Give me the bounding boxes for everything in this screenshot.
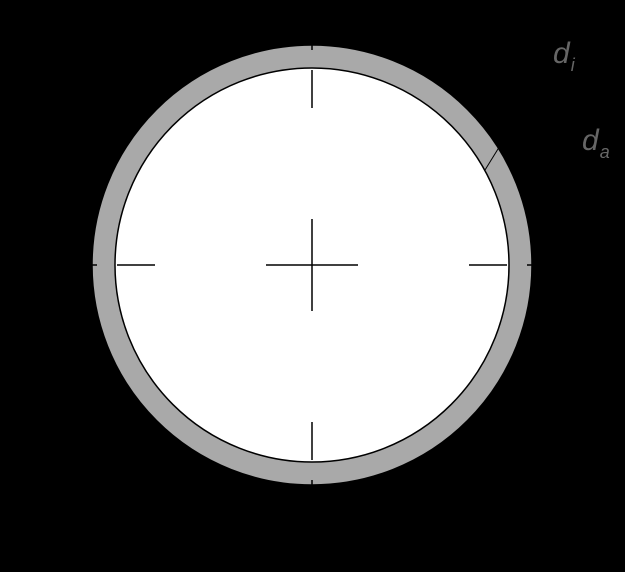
dim-inner-label-main: d bbox=[553, 37, 571, 70]
dim-outer-label-sub: a bbox=[600, 142, 610, 162]
pipe-cross-section-diagram: dadi bbox=[0, 0, 625, 572]
dim-outer-label-main: d bbox=[582, 124, 600, 157]
